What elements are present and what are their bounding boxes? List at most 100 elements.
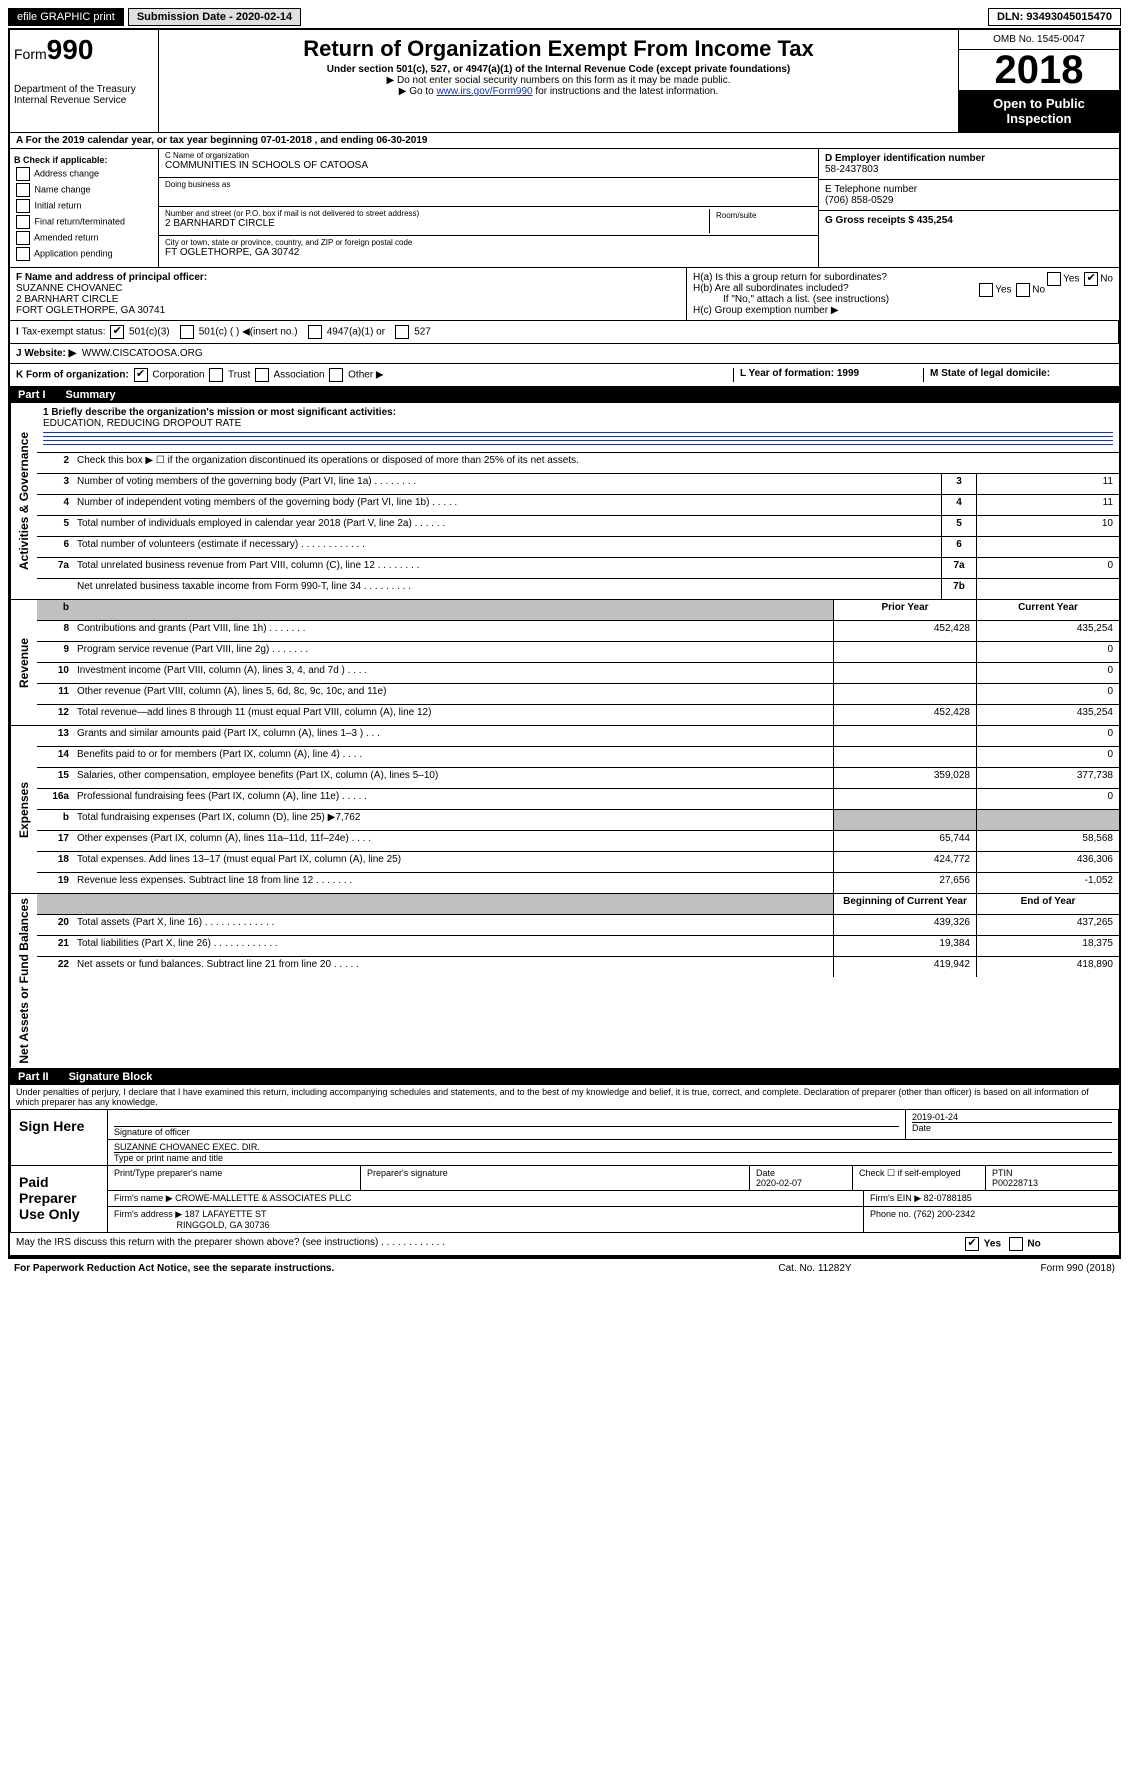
right-info: D Employer identification number 58-2437…: [818, 149, 1119, 267]
hb-no[interactable]: [1016, 283, 1030, 297]
form-title: Return of Organization Exempt From Incom…: [163, 36, 954, 62]
tax-year: 2018: [959, 50, 1119, 90]
form-ref: Form 990 (2018): [915, 1263, 1115, 1274]
rev-label: Revenue: [10, 600, 37, 725]
mission-block: 1 Briefly describe the organization's mi…: [37, 403, 1119, 453]
sum-row: 13 Grants and similar amounts paid (Part…: [37, 726, 1119, 747]
sum-row: 12 Total revenue—add lines 8 through 11 …: [37, 705, 1119, 725]
row-f: F Name and address of principal officer:…: [10, 268, 1119, 321]
officer-info: F Name and address of principal officer:…: [10, 268, 687, 320]
perjury-text: Under penalties of perjury, I declare th…: [10, 1085, 1119, 1110]
assoc-check[interactable]: [255, 368, 269, 382]
paid-preparer-section: Paid Preparer Use Only Print/Type prepar…: [10, 1166, 1119, 1233]
ein-cell: D Employer identification number 58-2437…: [819, 149, 1119, 180]
org-info: C Name of organization COMMUNITIES IN SC…: [159, 149, 818, 267]
dln: DLN: 93493045015470: [988, 8, 1121, 26]
top-bar: efile GRAPHIC print Submission Date - 20…: [8, 8, 1121, 26]
footer: For Paperwork Reduction Act Notice, see …: [8, 1259, 1121, 1278]
sum-row: 7a Total unrelated business revenue from…: [37, 558, 1119, 579]
form-subtitle: Under section 501(c), 527, or 4947(a)(1)…: [163, 64, 954, 75]
check-amended[interactable]: [16, 231, 30, 245]
part2-header: Part IISignature Block: [10, 1069, 1119, 1085]
header-row: Form990 Department of the Treasury Inter…: [10, 30, 1119, 133]
hb-yes[interactable]: [979, 283, 993, 297]
org-name-cell: C Name of organization COMMUNITIES IN SC…: [159, 149, 818, 178]
row-k: K Form of organization: Corporation Trus…: [10, 364, 1119, 387]
sum-row: 17 Other expenses (Part IX, column (A), …: [37, 831, 1119, 852]
header-left: Form990 Department of the Treasury Inter…: [10, 30, 159, 132]
sum-row: 3 Number of voting members of the govern…: [37, 474, 1119, 495]
line2: 2 Check this box ▶ ☐ if the organization…: [37, 453, 1119, 474]
other-check[interactable]: [329, 368, 343, 382]
paid-label: Paid Preparer Use Only: [11, 1166, 108, 1232]
discuss-no[interactable]: [1009, 1237, 1023, 1251]
sum-row: 4 Number of independent voting members o…: [37, 495, 1119, 516]
phone-cell: E Telephone number (706) 858-0529: [819, 180, 1119, 211]
discuss-yes[interactable]: [965, 1237, 979, 1251]
501c-check[interactable]: [180, 325, 194, 339]
sum-row: b Total fundraising expenses (Part IX, c…: [37, 810, 1119, 831]
net-label: Net Assets or Fund Balances: [10, 894, 37, 1068]
check-name[interactable]: [16, 183, 30, 197]
check-address[interactable]: [16, 167, 30, 181]
form-number: Form990: [14, 34, 154, 66]
sign-here-label: Sign Here: [11, 1110, 108, 1165]
section-b: B Check if applicable: Address change Na…: [10, 149, 1119, 268]
501c3-check[interactable]: [110, 325, 124, 339]
city-cell: City or town, state or province, country…: [159, 236, 818, 264]
ha-yes[interactable]: [1047, 272, 1061, 286]
sum-row: 22 Net assets or fund balances. Subtract…: [37, 957, 1119, 977]
527-check[interactable]: [395, 325, 409, 339]
revenue-section: Revenue b Prior Year Current Year 8 Cont…: [10, 600, 1119, 726]
sum-row: 6 Total number of volunteers (estimate i…: [37, 537, 1119, 558]
discuss-row: May the IRS discuss this return with the…: [10, 1233, 1119, 1257]
check-final[interactable]: [16, 215, 30, 229]
net-header: Beginning of Current Year End of Year: [37, 894, 1119, 915]
sum-row: 18 Total expenses. Add lines 13–17 (must…: [37, 852, 1119, 873]
row-a-taxyear: A For the 2019 calendar year, or tax yea…: [10, 133, 1119, 149]
check-initial[interactable]: [16, 199, 30, 213]
check-applicable: B Check if applicable: Address change Na…: [10, 149, 159, 267]
sign-here-section: Sign Here Signature of officer 2019-01-2…: [10, 1110, 1119, 1166]
sum-row: 21 Total liabilities (Part X, line 26) .…: [37, 936, 1119, 957]
sum-row: 15 Salaries, other compensation, employe…: [37, 768, 1119, 789]
trust-check[interactable]: [209, 368, 223, 382]
header-mid: Return of Organization Exempt From Incom…: [159, 30, 958, 132]
dba-cell: Doing business as: [159, 178, 818, 207]
sum-row: 11 Other revenue (Part VIII, column (A),…: [37, 684, 1119, 705]
sum-row: 19 Revenue less expenses. Subtract line …: [37, 873, 1119, 893]
submission-date: Submission Date - 2020-02-14: [128, 8, 301, 26]
department: Department of the Treasury Internal Reve…: [14, 84, 154, 106]
gross-cell: G Gross receipts $ 435,254: [819, 211, 1119, 230]
check-pending[interactable]: [16, 247, 30, 261]
efile-btn[interactable]: efile GRAPHIC print: [8, 8, 124, 26]
header-right: OMB No. 1545-0047 2018 Open to Public In…: [958, 30, 1119, 132]
sum-row: 16a Professional fundraising fees (Part …: [37, 789, 1119, 810]
4947-check[interactable]: [308, 325, 322, 339]
note-ssn: ▶ Do not enter social security numbers o…: [163, 75, 954, 86]
sum-row: 9 Program service revenue (Part VIII, li…: [37, 642, 1119, 663]
sum-row: 10 Investment income (Part VIII, column …: [37, 663, 1119, 684]
netassets-section: Net Assets or Fund Balances Beginning of…: [10, 894, 1119, 1069]
addr-cell: Number and street (or P.O. box if mail i…: [159, 207, 818, 236]
row-j: J Website: ▶ WWW.CISCATOOSA.ORG: [10, 344, 1119, 364]
note-goto: ▶ Go to www.irs.gov/Form990 for instruct…: [163, 86, 954, 97]
group-return: H(a) Is this a group return for subordin…: [687, 268, 1119, 320]
sum-row: 14 Benefits paid to or for members (Part…: [37, 747, 1119, 768]
gov-label: Activities & Governance: [10, 403, 37, 599]
sum-row: Net unrelated business taxable income fr…: [37, 579, 1119, 599]
form-container: Form990 Department of the Treasury Inter…: [8, 28, 1121, 1259]
ha-no[interactable]: [1084, 272, 1098, 286]
room-cell: Room/suite: [709, 209, 812, 233]
sum-row: 5 Total number of individuals employed i…: [37, 516, 1119, 537]
irs-link[interactable]: www.irs.gov/Form990: [436, 86, 532, 97]
sum-row: 8 Contributions and grants (Part VIII, l…: [37, 621, 1119, 642]
open-public-badge: Open to Public Inspection: [959, 90, 1119, 132]
part1-header: Part ISummary: [10, 387, 1119, 403]
sum-row: 20 Total assets (Part X, line 16) . . . …: [37, 915, 1119, 936]
corp-check[interactable]: [134, 368, 148, 382]
row-i: I Tax-exempt status: 501(c)(3) 501(c) ( …: [10, 321, 1119, 344]
governance-section: Activities & Governance 1 Briefly descri…: [10, 403, 1119, 600]
exp-label: Expenses: [10, 726, 37, 893]
omb-number: OMB No. 1545-0047: [959, 30, 1119, 50]
